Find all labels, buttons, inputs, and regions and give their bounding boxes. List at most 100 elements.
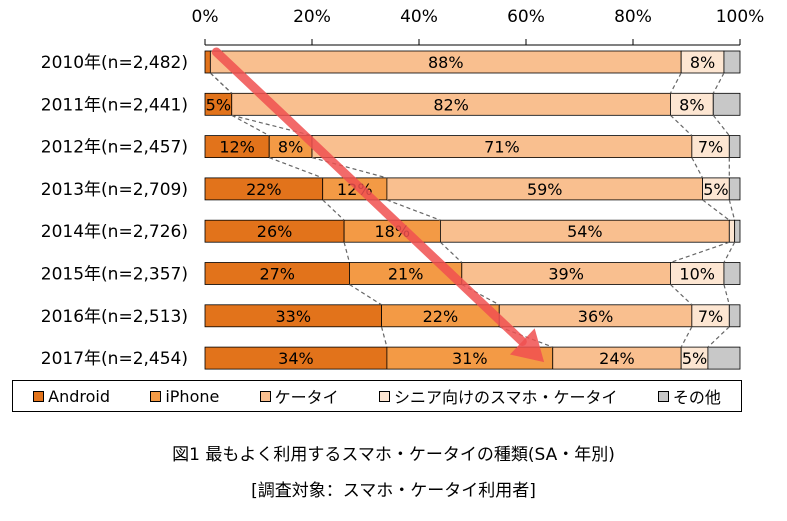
data-label: 71% (484, 138, 520, 157)
legend-item: Android (33, 387, 110, 406)
bar-segment (723, 50, 741, 74)
bar-segment (707, 346, 741, 370)
connector-line (691, 157, 704, 179)
x-tick-label: 40% (400, 7, 438, 27)
data-label: 5% (682, 349, 707, 368)
bar-segment (204, 50, 211, 74)
data-label: 8% (679, 95, 704, 114)
connector-line (680, 326, 693, 348)
bar-segments (204, 50, 741, 370)
data-label: 22% (246, 180, 282, 199)
bar-segment (712, 92, 741, 116)
category-label: 2013年(n=2,709) (41, 180, 188, 200)
legend-item: iPhone (150, 387, 219, 406)
connector-line (702, 199, 730, 221)
connector-line (322, 199, 345, 221)
data-label: 26% (257, 222, 293, 241)
data-label: 5% (206, 95, 231, 114)
connector-line (349, 283, 382, 306)
data-label: 31% (452, 349, 488, 368)
arrow-shaft (211, 47, 527, 346)
connector-line (268, 157, 323, 179)
data-label: 21% (388, 265, 424, 284)
data-label: 36% (578, 307, 614, 326)
category-label: 2016年(n=2,513) (41, 307, 188, 327)
legend-label: ケータイ (274, 388, 339, 407)
chart-title: 図1 最もよく利用するスマホ・ケータイの種類(SA・年別) (172, 445, 615, 465)
bar-segment (728, 177, 741, 201)
x-tick-label: 80% (614, 7, 652, 27)
legend-item: シニア向けのスマホ・ケータイ (378, 384, 618, 408)
category-label: 2015年(n=2,357) (41, 265, 188, 285)
category-label: 2011年(n=2,441) (41, 95, 188, 115)
data-label: 7% (698, 138, 723, 157)
connector-line (380, 326, 388, 348)
data-label: 5% (703, 180, 728, 199)
data-label: 54% (567, 222, 603, 241)
data-label: 88% (428, 53, 464, 72)
connector-line (728, 199, 736, 221)
legend: Android iPhone ケータイ シニア向けのスマホ・ケータイ その他 (12, 380, 742, 412)
bar-segment (734, 219, 741, 243)
x-tick-label: 100% (716, 7, 765, 27)
data-labels: 88% 8%5% 82% 8%12% 8% 71% 7%22% 12% 59% 5%26% 18% 5… (206, 53, 729, 368)
connector-line (670, 241, 730, 264)
connector-line (343, 242, 351, 263)
data-label: 27% (259, 265, 295, 284)
connector-line (712, 114, 730, 136)
bar-segment (728, 219, 736, 243)
connector-line (439, 241, 463, 263)
data-label: 12% (219, 138, 255, 157)
connector-line (712, 72, 725, 94)
category-label: 2014年(n=2,726) (41, 222, 188, 242)
connector-line (707, 326, 730, 348)
legend-swatch (378, 390, 390, 402)
bar-segment (723, 262, 741, 285)
bar-segment (728, 135, 741, 159)
y-axis-labels: 2010年(n=2,482) 2011年(n=2,441) 2012年(n=2,45… (41, 53, 188, 369)
x-tick-label: 0% (192, 7, 219, 27)
connector-line (386, 199, 441, 221)
data-label: 7% (698, 307, 723, 326)
legend-label: Android (48, 386, 111, 406)
x-axis-ticks: 0% 20% 40% 60% 80% 100% (192, 7, 765, 46)
legend-swatch (150, 390, 162, 402)
data-label: 22% (423, 307, 459, 326)
legend-swatch (657, 390, 669, 402)
connector-line (209, 72, 233, 94)
category-label: 2012年(n=2,457) (41, 138, 188, 158)
data-label: 33% (275, 307, 311, 326)
data-label: 8% (690, 53, 715, 72)
data-label: 8% (278, 138, 303, 157)
legend-label: iPhone (165, 386, 220, 406)
data-label: 34% (278, 349, 314, 368)
arrow-head (509, 328, 545, 363)
data-label: 10% (679, 265, 715, 284)
legend-item: その他 (657, 384, 721, 408)
connector-line (311, 157, 388, 179)
legend-label: シニア向けのスマホ・ケータイ (393, 388, 618, 407)
category-label: 2010年(n=2,482) (41, 53, 188, 73)
trend-arrow (211, 47, 545, 363)
x-tick-label: 20% (293, 7, 331, 27)
data-label: 39% (548, 265, 584, 284)
connector-line (723, 241, 736, 263)
category-label: 2017年(n=2,454) (41, 349, 188, 369)
data-label: 82% (433, 95, 469, 114)
connector-line (723, 284, 730, 305)
legend-item: ケータイ (259, 384, 339, 408)
connector-line (231, 114, 270, 137)
connector-line (669, 72, 682, 94)
x-tick-label: 60% (507, 7, 545, 27)
chart-subtitle: [調査対象：スマホ・ケータイ利用者] (251, 481, 536, 501)
series-connectors (209, 72, 736, 348)
data-label: 24% (599, 349, 635, 368)
connector-line (670, 114, 693, 137)
data-label: 59% (527, 180, 563, 199)
legend-swatch (33, 390, 45, 402)
connector-line (670, 284, 693, 306)
legend-label: その他 (672, 388, 721, 407)
legend-swatch (259, 390, 271, 402)
bar-segment (728, 304, 741, 328)
